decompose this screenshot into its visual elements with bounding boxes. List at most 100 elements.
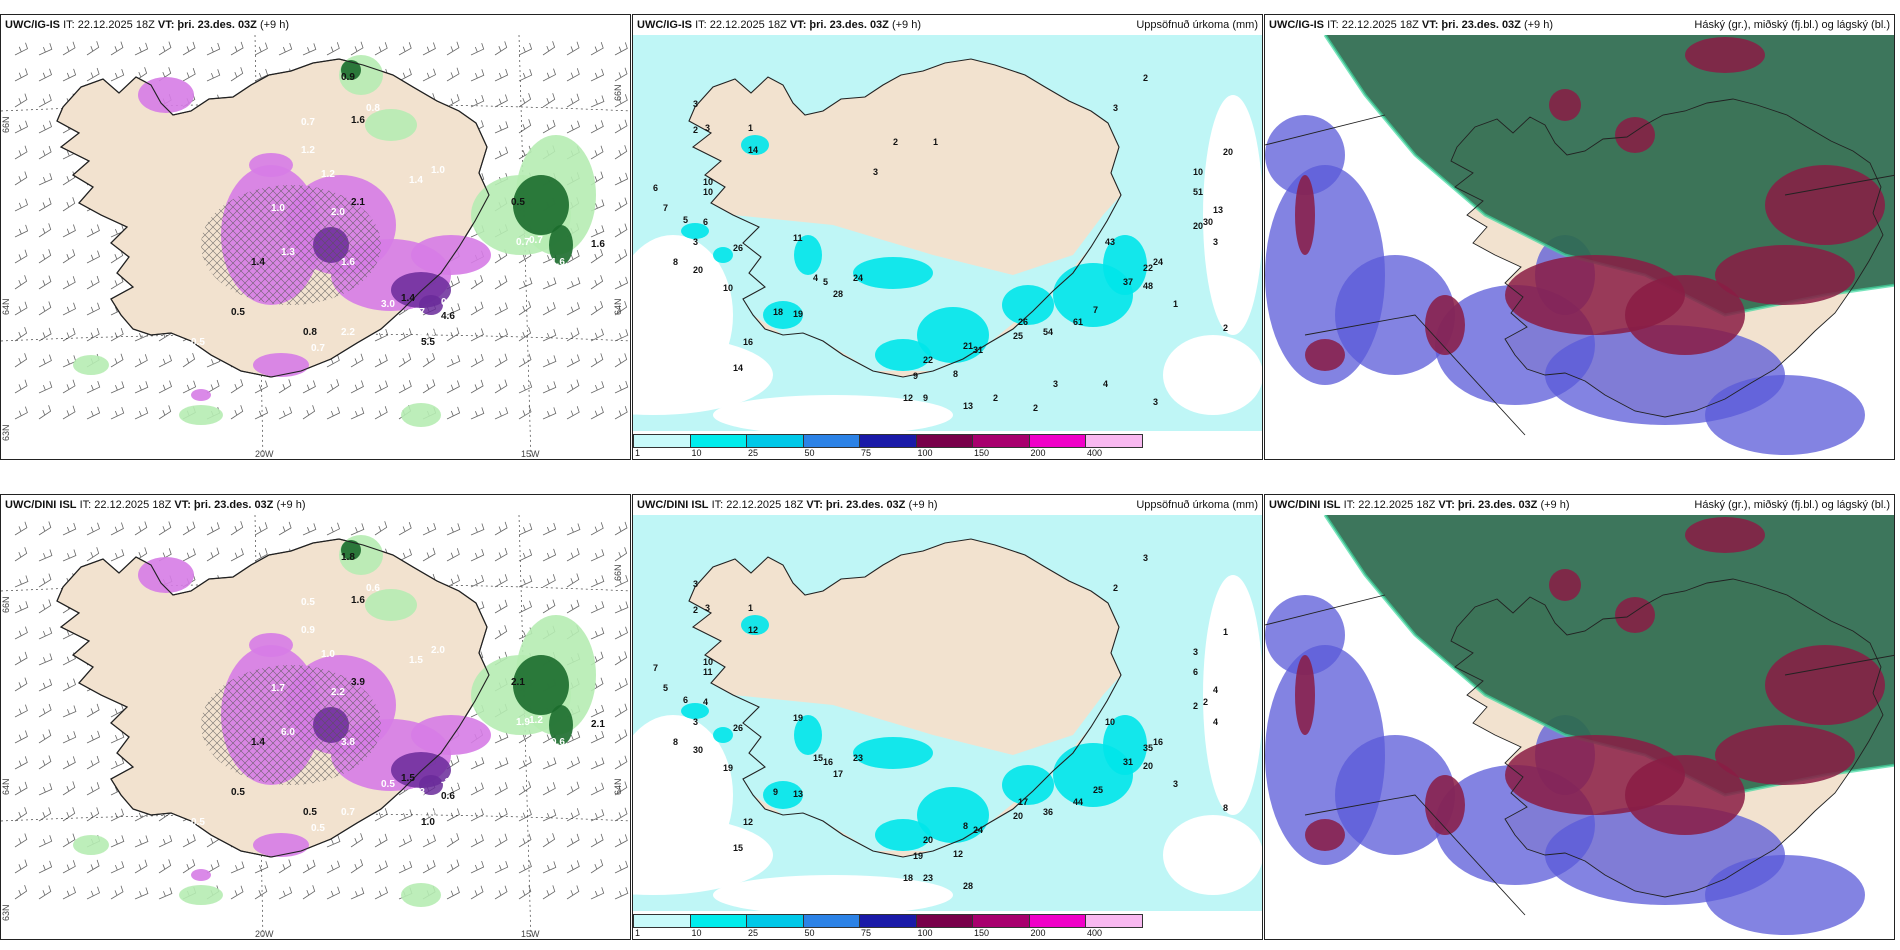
- precip-value-label: 3: [1173, 779, 1178, 789]
- precip-value-label: 3: [1113, 103, 1118, 113]
- wind-barb: [38, 173, 53, 186]
- panel-header: UWC/IG-IS IT: 22.12.2025 18Z VT: þri. 23…: [1, 15, 630, 35]
- wind-barb: [14, 93, 28, 108]
- precip-mid-area: [741, 615, 769, 635]
- wind-barb: [518, 353, 532, 368]
- mid-cloud: [1305, 339, 1345, 371]
- low-cloud: [1335, 255, 1455, 375]
- precip-value-label: 5: [823, 277, 828, 287]
- precip-value-label: 3: [693, 237, 698, 247]
- wind-barb: [110, 757, 125, 770]
- wind-barb: [422, 328, 437, 342]
- wind-barb: [374, 380, 388, 394]
- colorbar-swatch: [689, 914, 747, 928]
- wind-barb: [134, 521, 148, 536]
- wind-barb: [566, 354, 580, 368]
- precip-mid-area: [853, 737, 933, 769]
- mid-cloud: [1295, 175, 1315, 255]
- wind-barb: [206, 547, 220, 562]
- precip-mid-area: [794, 715, 822, 755]
- lat-axis-label: 63N: [1, 424, 11, 441]
- colorbar-tick-label: 1: [635, 928, 641, 938]
- wind-barb: [38, 120, 52, 134]
- precip-value-label: 24: [1153, 257, 1163, 267]
- precip-value-label: 3: [873, 167, 878, 177]
- panel-dini-cloud: UWC/DINI ISL IT: 22.12.2025 18Z VT: þri.…: [1264, 494, 1895, 940]
- colorbar-swatch: [746, 434, 804, 448]
- precip-value-label: 20: [1223, 147, 1233, 157]
- snow-value-label: 1.0: [321, 649, 335, 660]
- wind-barb: [422, 834, 436, 848]
- wind-barb: [350, 523, 365, 536]
- wind-barb: [254, 861, 269, 874]
- precip-value-label: 10: [703, 187, 713, 197]
- precip-cover-south: [733, 675, 1121, 851]
- wind-barb: [350, 41, 364, 56]
- precip-value-label: 22: [923, 355, 933, 365]
- wind-barb: [566, 731, 581, 744]
- wind-barb: [158, 41, 172, 56]
- wind-barb: [518, 600, 532, 614]
- wind-barb: [614, 329, 629, 342]
- precip-value-label: 31: [973, 345, 983, 355]
- snow-value-label: 1.0: [431, 165, 445, 176]
- wind-barb: [230, 379, 244, 394]
- precip-value-label: 15: [733, 843, 743, 853]
- low-cloud: [1705, 855, 1865, 935]
- precip-value-label: 2: [1193, 701, 1198, 711]
- precip-value-label: 26: [1018, 317, 1028, 327]
- wind-barb: [494, 146, 509, 160]
- precip-value-label: 19: [793, 713, 803, 723]
- wind-barb: [518, 93, 532, 108]
- wind-barb: [614, 626, 628, 640]
- wind-barb: [38, 549, 53, 562]
- wind-barb: [614, 729, 628, 744]
- wind-barb: [614, 42, 628, 56]
- snow-value-label: 0.5: [191, 817, 205, 828]
- precip-value-label: 7: [653, 663, 658, 673]
- mid-cloud: [1615, 597, 1655, 633]
- wind-barb: [614, 380, 629, 394]
- wind-barb: [446, 886, 460, 900]
- colorbar-swatch: [802, 434, 860, 448]
- wind-barb: [62, 522, 77, 536]
- precip-value-label: 22: [1143, 263, 1153, 273]
- snow-value-label: 0.7: [301, 117, 315, 128]
- mid-cloud: [1765, 645, 1885, 725]
- wind-barb: [614, 67, 628, 82]
- wind-barb: [14, 677, 28, 692]
- snow-area: [253, 353, 309, 377]
- wind-barb: [14, 68, 28, 82]
- mid-cloud: [1685, 37, 1765, 73]
- wind-barb: [398, 521, 412, 536]
- low-cloud: [1705, 375, 1865, 455]
- precip-value-label: 5: [683, 215, 688, 225]
- wind-barb: [86, 859, 100, 874]
- wind-barb: [182, 834, 196, 848]
- wind-barb: [518, 405, 532, 420]
- snow-value-label: 0.5: [311, 823, 325, 834]
- precip-value-label: 23: [923, 873, 933, 883]
- snow-value-label: 2.1: [591, 719, 605, 730]
- wind-barb: [470, 808, 484, 822]
- colorbar-swatch: [689, 434, 747, 448]
- wind-barb: [542, 599, 556, 614]
- colorbar-swatch: [633, 914, 691, 928]
- lat-axis-label: 66N: [1, 596, 11, 613]
- wind-barb: [62, 860, 76, 874]
- precip-value-label: 20: [1193, 221, 1203, 231]
- heavy-rain-area: [341, 60, 361, 80]
- wind-barb: [38, 885, 52, 900]
- panel-right-title: Háský (gr.), miðský (fj.bl.) og lágský (…: [1694, 499, 1890, 511]
- wind-barb: [14, 521, 28, 536]
- wind-barb: [494, 757, 509, 770]
- wind-barb: [302, 380, 316, 394]
- iceland-coastline: [56, 58, 490, 378]
- snow-value-label: 3.0: [381, 299, 395, 310]
- wind-barb: [518, 860, 532, 874]
- wind-barb: [110, 731, 125, 744]
- wind-barb: [62, 731, 77, 744]
- precip-value-label: 43: [1105, 237, 1115, 247]
- precip-value-label: 7: [1093, 305, 1098, 315]
- wind-barb: [86, 250, 100, 264]
